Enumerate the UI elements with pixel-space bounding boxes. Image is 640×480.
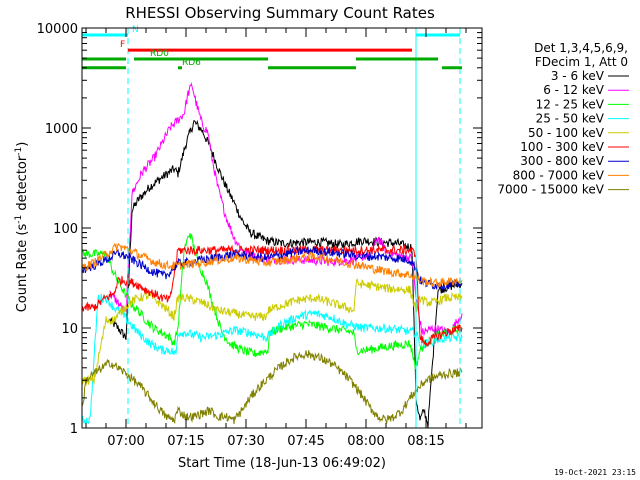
series-line-3-6-kev	[109, 119, 463, 428]
legend-label-12-25-kev: 12 - 25 keV	[536, 97, 605, 111]
flag-label-n: N	[132, 25, 139, 35]
axes-layer: 1 10 100 1000 10000 07:00 07:15 07:30 07:45 08:00…	[37, 22, 483, 449]
y-axis-label-sup2: -1	[14, 147, 24, 156]
vertical-marker-layer	[127, 28, 461, 428]
y-tick-label: 100	[53, 222, 78, 237]
x-tick-label: 07:00	[107, 434, 144, 449]
y-axis-label-mid: detector	[15, 155, 30, 215]
y-axis-label-sup1: -1	[14, 215, 24, 224]
x-tick-label: 08:00	[347, 434, 384, 449]
series-line-800-7000-kev	[82, 242, 463, 289]
series-line-12-25-kev	[82, 232, 463, 370]
legend-header: Det 1,3,4,5,6,9,FDecim 1, Att 0	[534, 41, 628, 69]
x-tick-label: 07:45	[287, 434, 324, 449]
x-tick-label: 07:15	[167, 434, 204, 449]
series-line-25-50-kev	[82, 293, 463, 425]
legend-label-300-800-kev: 300 - 800 keV	[520, 154, 604, 168]
flag-label-rd0: RD0	[150, 49, 169, 59]
y-axis-label-main: Count Rate (s	[15, 224, 30, 313]
series-line-100-300-kev	[82, 244, 463, 347]
series-line-7000-15000-kev	[82, 350, 463, 425]
legend-label-50-100-kev: 50 - 100 keV	[528, 126, 605, 140]
y-axis-label-end: )	[15, 142, 30, 147]
flag-bar-layer: NF RD0 RD6	[82, 25, 462, 70]
legend-header-line: Det 1,3,4,5,6,9,	[534, 41, 628, 55]
y-tick-label: 10000	[37, 22, 78, 37]
chart-title: RHESSI Observing Summary Count Rates	[125, 4, 435, 22]
y-axis-label: Count Rate (s-1 detector-1)	[14, 142, 30, 313]
legend-header-line: FDecim 1, Att 0	[535, 55, 628, 69]
series-line-50-100-kev	[82, 278, 463, 386]
legend-label-7000-15000-kev: 7000 - 15000 keV	[497, 183, 604, 197]
y-tick-label: 1000	[45, 122, 78, 137]
y-tick-label: 10	[61, 322, 78, 337]
x-tick-label: 07:30	[227, 434, 264, 449]
legend-label-6-12-kev: 6 - 12 keV	[543, 83, 605, 97]
y-tick-label: 1	[70, 422, 78, 437]
footer-timestamp: 19-Oct-2021 23:15	[554, 468, 636, 477]
series-layer	[82, 82, 463, 428]
legend-label-25-50-kev: 25 - 50 keV	[536, 112, 605, 126]
legend-label-800-7000-kev: 800 - 7000 keV	[513, 168, 605, 182]
flag-label-f: F	[120, 40, 125, 50]
x-axis-label: Start Time (18-Jun-13 06:49:02)	[178, 456, 386, 471]
legend-label-100-300-kev: 100 - 300 keV	[520, 140, 604, 154]
flag-label-rd6: RD6	[182, 58, 201, 68]
legend-label-3-6-kev: 3 - 6 keV	[551, 69, 605, 83]
series-line-300-800-kev	[82, 245, 463, 292]
x-tick-label: 08:15	[407, 434, 444, 449]
